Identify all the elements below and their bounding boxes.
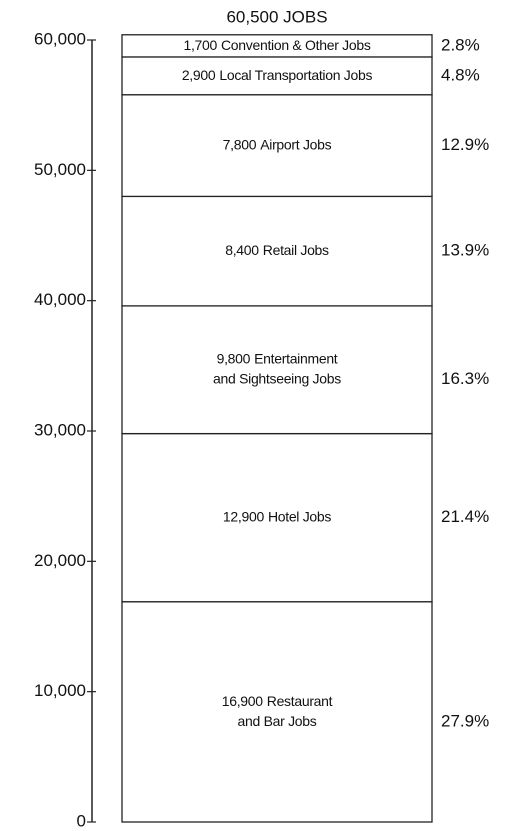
segment-label: 12,900 Hotel Jobs	[223, 508, 331, 524]
segment-label: and Sightseeing Jobs	[213, 370, 341, 386]
bar-segment	[121, 94, 433, 198]
segment-value-label: 2,900	[182, 67, 216, 83]
bar-segment	[121, 601, 433, 823]
segment-label: 9,800 Entertainment	[217, 350, 338, 366]
segment-name: and Sightseeing Jobs	[213, 370, 341, 386]
segment-value-label: 16,900	[222, 693, 264, 709]
space: Restaurant	[267, 693, 333, 709]
space: Convention & Other Jobs	[221, 37, 371, 53]
y-tick-label: 10,000	[34, 681, 86, 700]
share-label: 21.4%	[441, 507, 489, 526]
chart-title: 60,500 JOBS	[226, 7, 327, 26]
segment-label: 2,900 Local Transportation Jobs	[182, 67, 373, 83]
segment-name: Local Transportation Jobs	[219, 67, 372, 83]
y-tick-label: 40,000	[34, 290, 86, 309]
segment-name: Entertainment	[254, 350, 338, 366]
segment-label: and Bar Jobs	[238, 713, 317, 729]
segment-value-label: 12,900	[223, 508, 265, 524]
segment-value-label: 7,800	[223, 136, 257, 152]
space: Airport Jobs	[260, 136, 331, 152]
bar-segment	[121, 195, 433, 307]
segment-name: Convention & Other Jobs	[221, 37, 371, 53]
space: Retail Jobs	[263, 242, 329, 258]
segment-name: Retail Jobs	[263, 242, 329, 258]
share-label: 4.8%	[441, 65, 480, 84]
segment-value-label: 1,700	[183, 37, 217, 53]
y-tick-label: 60,000	[34, 29, 86, 48]
share-label: 12.9%	[441, 135, 489, 154]
space: Local Transportation Jobs	[219, 67, 372, 83]
segment-name: Hotel Jobs	[268, 508, 331, 524]
space: Entertainment	[254, 350, 338, 366]
bar-segment	[121, 305, 433, 435]
segment-name: and Bar Jobs	[238, 713, 317, 729]
bar-segment	[121, 34, 433, 58]
share-label: 27.9%	[441, 711, 489, 730]
bar-segment	[121, 432, 433, 603]
y-tick-label: 0	[77, 811, 86, 830]
y-tick-label: 20,000	[34, 551, 86, 570]
share-label: 2.8%	[441, 35, 480, 54]
segment-label: 8,400 Retail Jobs	[225, 242, 329, 258]
segment-value-label: 8,400	[225, 242, 259, 258]
y-tick-label: 30,000	[34, 420, 86, 439]
segment-label: 7,800 Airport Jobs	[223, 136, 332, 152]
space: Hotel Jobs	[268, 508, 331, 524]
segment-name: Airport Jobs	[260, 136, 331, 152]
share-label: 13.9%	[441, 241, 489, 260]
share-label: 16.3%	[441, 369, 489, 388]
segment-label: 1,700 Convention & Other Jobs	[183, 37, 370, 53]
segment-value-label: 9,800	[217, 350, 251, 366]
segment-name: Restaurant	[267, 693, 333, 709]
y-tick-label: 50,000	[34, 160, 86, 179]
segment-label: 16,900 Restaurant	[222, 693, 333, 709]
